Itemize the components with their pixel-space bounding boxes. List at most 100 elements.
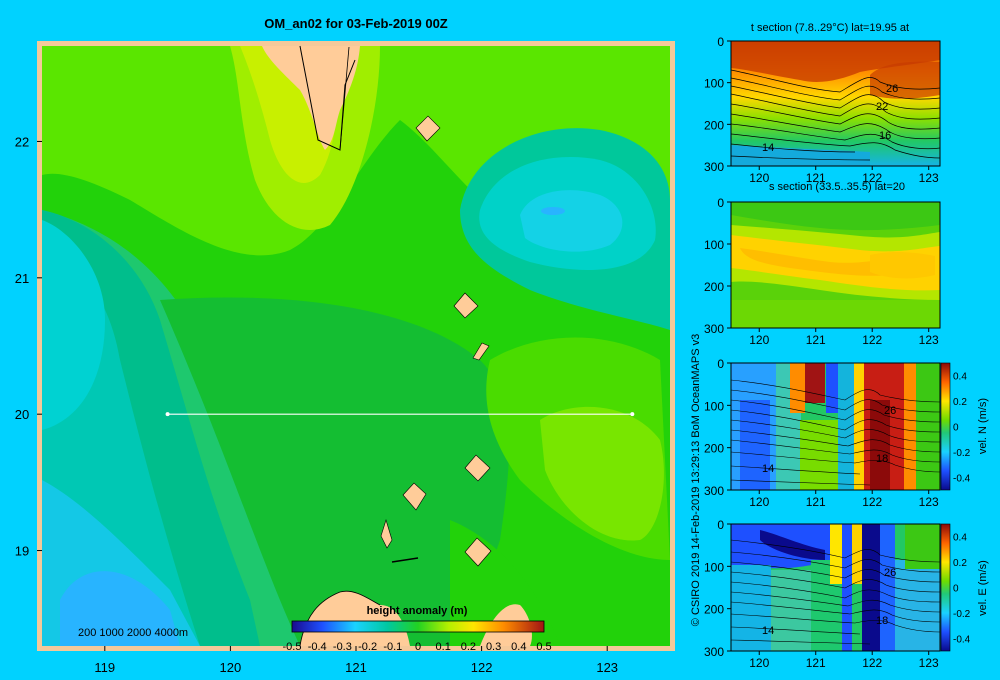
colorbar-tick-label: 0.1 <box>436 641 451 653</box>
temp-y-ticks: 0 100 200 300 <box>704 35 731 174</box>
colorbar-tick-label: -0.3 <box>333 641 352 653</box>
colorbar-tick-label: 0.2 <box>461 641 476 653</box>
section-x-tick-label: 122 <box>862 495 882 509</box>
salt-section-plot <box>731 202 940 328</box>
map-x-ticks: 119 120 121 122 123 <box>94 646 618 675</box>
section-y-tick-label: 300 <box>704 322 724 336</box>
veln-contour-label: 18 <box>876 453 888 465</box>
veln-section-frame <box>730 362 941 491</box>
salt-section-title: s section (33.5..35.5) lat=20 <box>769 181 905 193</box>
section-x-tick-label: 123 <box>919 656 939 670</box>
section-x-tick-label: 123 <box>919 171 939 185</box>
colorbar-tick-label: 0 <box>415 641 421 653</box>
colorbar-tick-label: 0.5 <box>536 641 551 653</box>
section-colorbar-tick-label: -0.2 <box>953 609 971 620</box>
section-x-tick-label: 121 <box>806 495 826 509</box>
section-x-tick-label: 122 <box>862 333 882 347</box>
island-line <box>391 557 419 563</box>
salt-x-ticks: 120 121 122 123 <box>749 328 939 347</box>
section-x-tick-label: 120 <box>749 333 769 347</box>
section-x-tick-label: 123 <box>919 333 939 347</box>
section-y-tick-label: 200 <box>704 603 724 617</box>
section-x-tick-label: 121 <box>806 656 826 670</box>
temp-contour-label: 16 <box>879 130 891 142</box>
section-x-tick-label: 120 <box>749 495 769 509</box>
section-colorbar-tick-label: -0.4 <box>953 473 971 484</box>
map-x-tick-label: 123 <box>596 660 618 675</box>
section-y-tick-label: 100 <box>704 399 724 413</box>
section-x-tick-label: 123 <box>919 495 939 509</box>
section-x-tick-label: 122 <box>862 656 882 670</box>
temp-section-title: t section (7.8..29°C) lat=19.95 at <box>751 22 909 34</box>
section-colorbar-tick-label: 0.4 <box>953 372 967 383</box>
colorbar-tick-label: -0.1 <box>383 641 402 653</box>
map-y-tick-label: 19 <box>15 544 29 559</box>
temp-contour-label: 26 <box>886 83 898 95</box>
section-y-tick-label: 200 <box>704 118 724 132</box>
section-y-tick-label: 100 <box>704 560 724 574</box>
vele-y-ticks: 0 100 200 300 <box>704 518 731 659</box>
islands <box>380 115 492 567</box>
temp-section-frame <box>730 40 941 167</box>
map-x-tick-label: 121 <box>345 660 367 675</box>
section-x-tick-label: 120 <box>749 656 769 670</box>
veln-section-plot: 26 18 14 <box>731 363 940 490</box>
section-y-tick-label: 0 <box>717 357 724 371</box>
section-colorbar-tick-label: 0.2 <box>953 558 967 569</box>
section-line-start <box>165 412 170 417</box>
section-colorbar-tick-label: 0 <box>953 423 959 434</box>
colorbar-title: height anomaly (m) <box>367 605 468 617</box>
vele-section-plot: 26 18 14 <box>731 524 940 651</box>
map-x-tick-label: 120 <box>220 660 242 675</box>
section-y-tick-label: 200 <box>704 280 724 294</box>
colorbar-tick-label: -0.4 <box>308 641 327 653</box>
section-x-tick-label: 122 <box>862 171 882 185</box>
vele-contour-label: 26 <box>884 567 896 579</box>
section-y-tick-label: 100 <box>704 238 724 252</box>
vele-section-frame <box>730 523 941 652</box>
vele-colorbar-label: vel. E (m/s) <box>977 560 989 616</box>
depth-legend: 200 1000 2000 4000m <box>78 627 188 639</box>
section-y-tick-label: 300 <box>704 484 724 498</box>
section-colorbar-tick-label: -0.2 <box>953 448 971 459</box>
map-x-tick-label: 122 <box>471 660 493 675</box>
section-y-tick-label: 100 <box>704 77 724 91</box>
coast-line <box>339 46 350 151</box>
veln-contour-label: 26 <box>884 405 896 417</box>
section-y-tick-label: 200 <box>704 442 724 456</box>
height-anomaly-field <box>42 46 670 646</box>
section-x-tick-label: 121 <box>806 333 826 347</box>
colorbar-ticks: -0.5 -0.4 -0.3 -0.2 -0.1 0 0.1 0.2 0.3 0.4 0.5 <box>283 641 552 653</box>
section-x-tick-label: 121 <box>806 171 826 185</box>
veln-x-ticks: 120 121 122 123 <box>749 490 939 509</box>
map-x-tick-label: 119 <box>94 660 115 675</box>
section-colorbar-tick-label: 0 <box>953 584 959 595</box>
temp-contour-label: 22 <box>876 101 888 113</box>
section-line-end <box>630 412 635 417</box>
colorbar-tick-label: 0.3 <box>486 641 501 653</box>
section-y-tick-label: 300 <box>704 160 724 174</box>
map-y-tick-label: 22 <box>15 134 29 149</box>
section-colorbar-tick-label: 0.4 <box>953 533 967 544</box>
vele-colorbar <box>940 523 951 652</box>
veln-colorbar <box>940 362 951 491</box>
map-y-tick-label: 20 <box>15 407 29 422</box>
section-x-tick-label: 120 <box>749 171 769 185</box>
veln-y-ticks: 0 100 200 300 <box>704 357 731 498</box>
colorbar <box>291 620 545 633</box>
veln-colorbar-ticks: 0.4 0.2 0 -0.2 -0.4 <box>953 372 971 485</box>
map-y-ticks: 22 21 20 19 <box>15 134 42 559</box>
section-colorbar-tick-label: -0.4 <box>953 634 971 645</box>
vele-colorbar-ticks: 0.4 0.2 0 -0.2 -0.4 <box>953 533 971 646</box>
temp-contour-label: 14 <box>762 142 774 154</box>
section-y-tick-label: 300 <box>704 645 724 659</box>
credit-text: © CSIRO 2019 14-Feb-2019 13:29:13 BoM Oc… <box>690 334 702 626</box>
colorbar-tick-label: -0.2 <box>358 641 377 653</box>
colorbar-tick-label: 0.4 <box>511 641 526 653</box>
section-colorbar-tick-label: 0.2 <box>953 397 967 408</box>
vele-x-ticks: 120 121 122 123 <box>749 651 939 670</box>
temp-section-plot: 26 22 16 14 <box>731 41 940 166</box>
section-y-tick-label: 0 <box>717 35 724 49</box>
map-title: OM_an02 for 03-Feb-2019 00Z <box>264 16 448 31</box>
